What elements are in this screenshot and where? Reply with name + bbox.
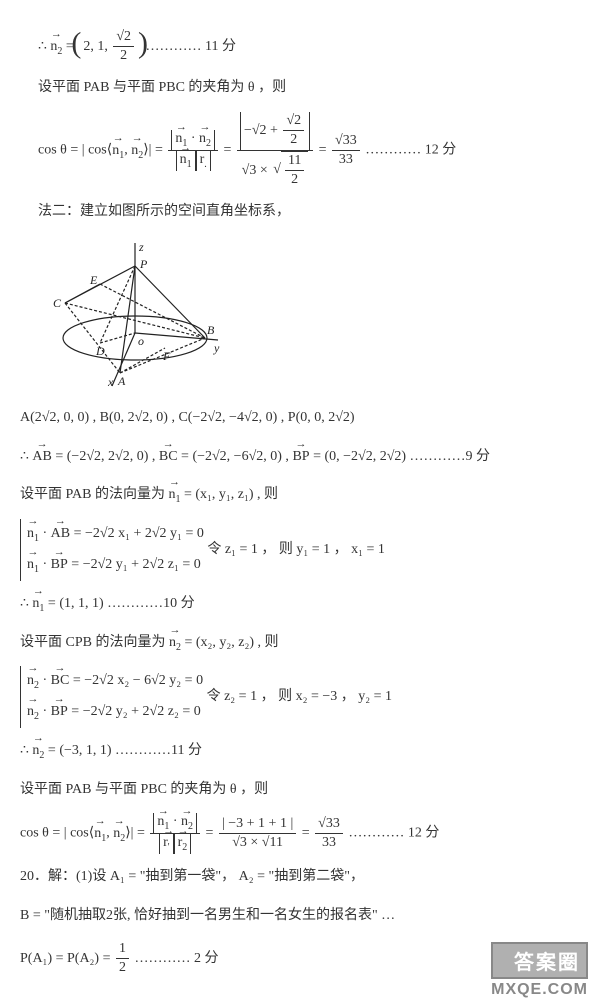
eq-system-n2: n2 · BC = −2√2 x₂ − 6√2 y₂ = 0 n2 · BP =… — [20, 666, 574, 728]
eq-vectors: ∴ AB = (−2√2, 2√2, 0) , BC = (−2√2, −6√2… — [20, 442, 574, 473]
fraction: −√2 + √22 √3 × 112 — [237, 112, 313, 189]
fraction: 12 — [116, 940, 129, 977]
fraction: n1 · n2 n1r. — [168, 130, 218, 171]
score: 9 分 — [466, 449, 491, 464]
therefore: ∴ — [38, 39, 47, 54]
eq-n2-value-method1: ∴ n2 = 2, 1, √22 ………… 11 分 — [38, 28, 574, 65]
fraction: √33 33 — [315, 815, 343, 852]
svg-text:P: P — [139, 257, 148, 271]
coordinate-diagram: zP E C Do F By Ax — [50, 238, 574, 393]
score: 11 分 — [171, 743, 202, 758]
score: 11 分 — [205, 39, 236, 54]
eq-n2-result: ∴ n2 = (−3, 1, 1) …………11 分 — [20, 736, 574, 767]
fraction: √33 33 — [332, 132, 360, 169]
svg-text:D: D — [95, 344, 105, 358]
text-normal-PAB: 设平面 PAB 的法向量为 n1 = (x₁, y₁, z₁) , 则 — [20, 480, 574, 511]
problem20-setup-A: 20．解：(1)设 A₁ = "抽到第一袋"， A₂ = "抽到第二袋"， — [20, 862, 574, 893]
eq-n1-result: ∴ n1 = (1, 1, 1) …………10 分 — [20, 589, 574, 620]
eq-costheta-method1: cos θ = | cos⟨n1, n2⟩| = n1 · n2 n1r. = … — [38, 112, 574, 189]
fraction: | −3 + 1 + 1 | √3 × √11 — [219, 815, 296, 852]
dots: ………… — [104, 596, 164, 611]
watermark: 答案圈 MXQE.COM — [491, 942, 588, 999]
problem20-setup-B: B = "随机抽取2张, 恰好抽到一名男生和一名女生的报名表" … — [20, 901, 574, 932]
fraction: √22 — [113, 28, 134, 65]
tuple: 2, 1, √22 — [77, 28, 142, 65]
watermark-title: 答案圈 — [491, 942, 588, 979]
eq-points: A(2√2, 0, 0) , B(0, 2√2, 0) , C(−2√2, −4… — [20, 403, 574, 434]
text-method2: 法二：建立如图所示的空间直角坐标系， — [38, 197, 574, 228]
dots: ………… — [135, 951, 191, 966]
score: 2 分 — [194, 951, 219, 966]
svg-text:B: B — [207, 323, 215, 337]
vector-BC: BC — [159, 442, 178, 473]
svg-text:C: C — [53, 296, 62, 310]
vector-AB: AB — [32, 442, 51, 473]
watermark-url: MXQE.COM — [491, 981, 588, 999]
dots: ………… — [406, 449, 466, 464]
svg-text:y: y — [213, 341, 220, 355]
vector-BP: BP — [292, 442, 309, 473]
text-angle-setup-2: 设平面 PAB 与平面 PBC 的夹角为 θ ，则 — [20, 775, 574, 806]
svg-text:A: A — [117, 374, 126, 388]
score: 10 分 — [163, 596, 195, 611]
svg-text:F: F — [162, 349, 171, 363]
svg-text:o: o — [138, 334, 144, 348]
svg-text:E: E — [89, 273, 98, 287]
svg-text:x: x — [107, 375, 114, 388]
svg-text:z: z — [138, 240, 144, 254]
score: 12 分 — [425, 143, 457, 158]
vector-n2: n2 — [50, 32, 62, 63]
text-angle-setup-1: 设平面 PAB 与平面 PBC 的夹角为 θ ，则 — [38, 73, 574, 104]
fraction: n1 · n2 r'r2 — [150, 813, 200, 854]
text-normal-CPB: 设平面 CPB 的法向量为 n2 = (x₂, y₂, z₂) , 则 — [20, 628, 574, 659]
dots: ………… — [365, 143, 421, 158]
dots: ………… — [112, 743, 172, 758]
score: 12 分 — [408, 826, 440, 841]
eq-costheta-method2: cos θ = | cos⟨n1, n2⟩| = n1 · n2 r'r2 = … — [20, 813, 574, 854]
eq-system-n1: n1 · AB = −2√2 x₁ + 2√2 y₁ = 0 n1 · BP =… — [20, 519, 574, 581]
dots: ………… — [146, 39, 202, 54]
dots: ………… — [348, 826, 404, 841]
